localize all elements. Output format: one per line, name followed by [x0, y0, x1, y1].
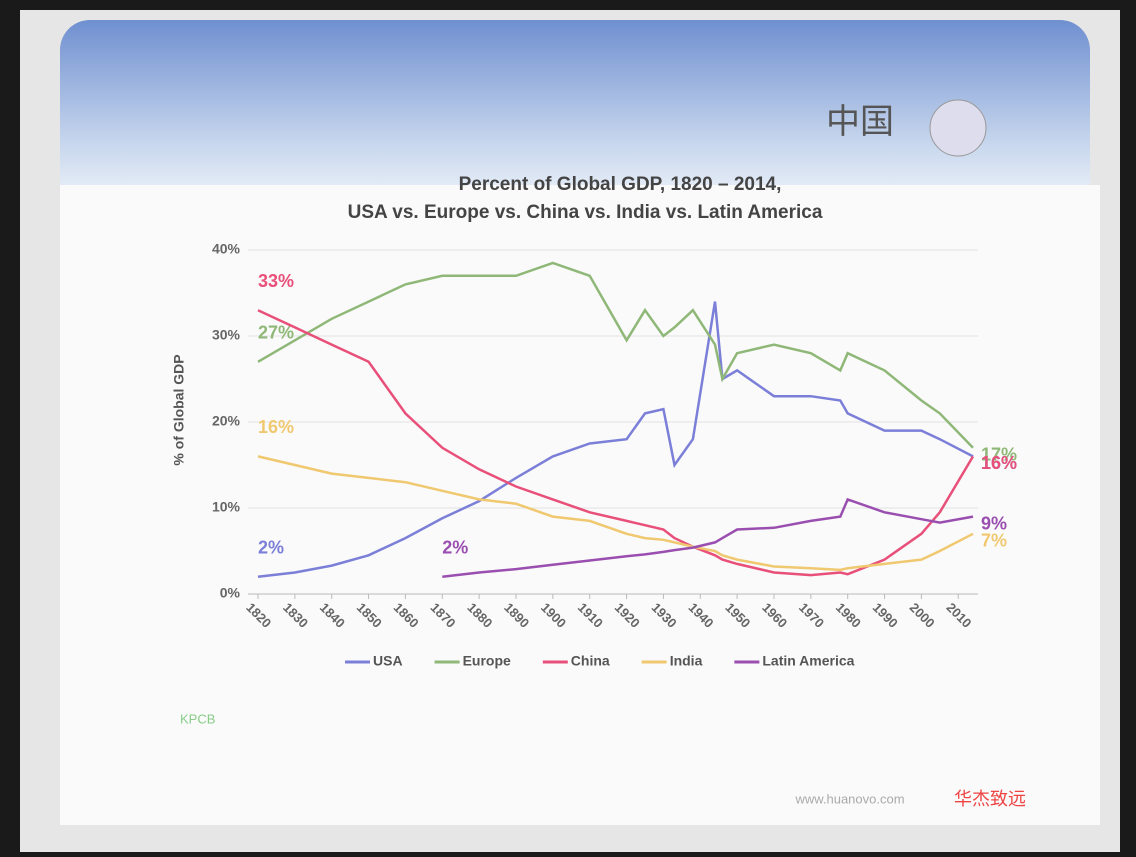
y-axis-label: % of Global GDP [171, 354, 187, 465]
logo: KPCB [180, 711, 215, 726]
slide-body [60, 185, 1100, 825]
brand: 华杰致远 [954, 789, 1026, 809]
sky-header [60, 20, 1090, 230]
y-tick-label: 40% [212, 241, 241, 257]
value-label: 16% [981, 453, 1017, 473]
series-line [257, 455, 974, 572]
value-label: 27% [258, 323, 294, 343]
value-label: 16% [258, 417, 294, 437]
series-line [257, 309, 975, 577]
series-line [442, 497, 974, 579]
value-label: 2% [442, 538, 468, 558]
chart-subtitle: USA vs. Europe vs. China vs. India vs. L… [348, 202, 823, 223]
legend-label: USA [373, 653, 403, 669]
y-tick-label: 30% [212, 327, 241, 343]
website: www.huanovo.com [794, 791, 904, 806]
y-tick-label: 10% [212, 499, 241, 515]
legend-label: Europe [463, 653, 511, 669]
value-label: 16% [981, 453, 1017, 473]
arrow-button [929, 99, 987, 157]
value-label: 7% [981, 531, 1007, 551]
y-tick-label: 20% [212, 413, 241, 429]
value-label: 9% [981, 513, 1007, 533]
legend-label: Latin America [762, 653, 854, 669]
legend-label: India [670, 653, 703, 669]
chart-title: Percent of Global GDP, 1820 – 2014, [459, 174, 782, 195]
series-line [257, 301, 974, 579]
value-label: 17% [981, 445, 1017, 465]
value-label: 33% [258, 271, 294, 291]
header: 中国 [826, 103, 894, 141]
value-label: 2% [258, 538, 284, 558]
legend-label: China [571, 653, 610, 669]
series-line [257, 261, 974, 449]
y-tick-label: 0% [220, 585, 241, 601]
